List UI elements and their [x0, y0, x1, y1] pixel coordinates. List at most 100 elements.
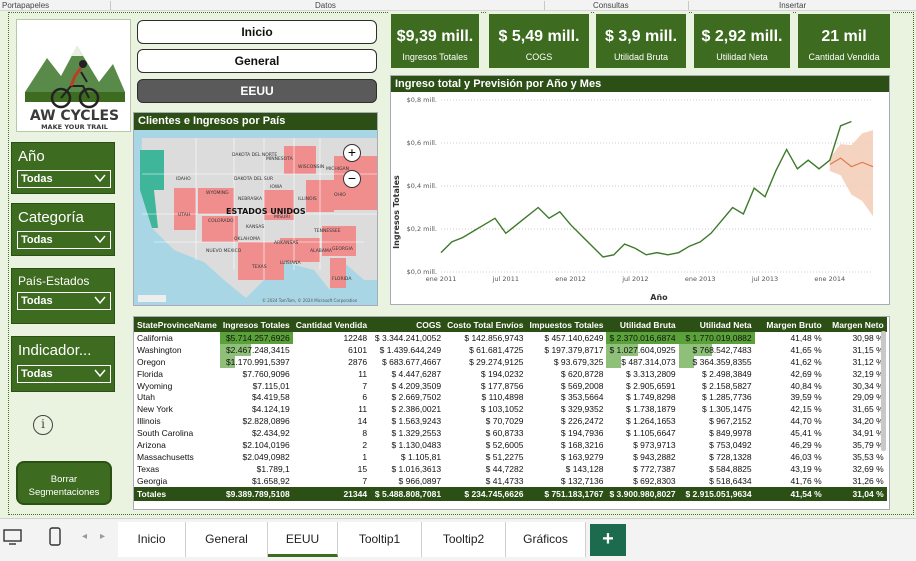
table-scrollbar[interactable] — [881, 331, 886, 451]
add-page-button[interactable]: + — [590, 524, 626, 556]
y-tick-label: $0,6 mill. — [407, 139, 437, 147]
info-icon[interactable]: i — [33, 415, 53, 435]
kpi-value: $9,39 mill. — [396, 28, 474, 45]
ribbon-group-consultas[interactable]: Consultas — [593, 1, 629, 10]
state-label: IOWA — [270, 184, 283, 190]
slicer-indicador-dropdown[interactable]: Todas — [17, 365, 111, 383]
y-tick-label: $0,2 mill. — [407, 225, 437, 233]
series-prevision[interactable] — [829, 157, 874, 168]
slicer-title: País-Estados — [18, 274, 90, 288]
ribbon-group-datos[interactable]: Datos — [315, 1, 336, 10]
table-row[interactable]: New York $4.124,19 11 $ 2.386,0021 $ 103,105… — [134, 403, 887, 415]
forecast-confidence-band — [829, 130, 873, 217]
kpi-label: Cantidad Vendida — [808, 52, 880, 62]
table-row[interactable]: Georgia $1.658,92 7 $ 966,0897 $ 41,4733 $ 13… — [134, 475, 887, 487]
state-label: LUISIANA — [280, 260, 302, 266]
state-label: IDAHO — [176, 176, 191, 182]
table-row[interactable]: Arizona $2.104,0196 2 $ 1.130,0483 $ 52,6005… — [134, 439, 887, 451]
total-cell: Totales — [134, 486, 220, 501]
tab-scroll-right-icon[interactable]: ▸ — [100, 531, 106, 542]
slicer-title: Año — [18, 148, 45, 165]
table-cell: $ 1.770.019,0882 — [678, 332, 755, 344]
cell-value: $2.467.248,3415 — [225, 344, 290, 355]
kpi-label: COGS — [525, 52, 553, 62]
kpi-utilidad-bruta: $ 3,9 mill. Utilidad Bruta — [594, 12, 688, 70]
tab-general[interactable]: General — [186, 522, 268, 557]
column-header[interactable]: StateProvinceName — [134, 317, 220, 332]
state-label: TEXAS — [251, 264, 267, 270]
nav-inicio-button[interactable]: Inicio — [137, 20, 377, 44]
zoom-in-icon[interactable]: + — [343, 144, 361, 162]
table-cell: 35,53 % — [852, 451, 884, 462]
table-cell: $ 1.738,1879 — [626, 404, 676, 415]
table-cell: $ 518,6434 — [709, 475, 752, 486]
table-row[interactable]: Oregon $1.170.991,5397 2876 $ 683.677,4667 $… — [134, 355, 887, 368]
ribbon-group-insertar[interactable]: Insertar — [779, 1, 807, 10]
table-cell: $ 692,8303 — [633, 475, 676, 486]
table-row[interactable]: Massachusetts $2.049,0982 1 $ 1.105,81 $ 51,… — [134, 451, 887, 463]
state-label: ARKANSAS — [274, 240, 299, 246]
table-cell: 11 — [358, 404, 368, 415]
state-label: TENNESSEE — [313, 228, 341, 234]
table-row[interactable]: Illinois $2.828,0896 14 $ 1.563,9243 $ 70,70… — [134, 415, 887, 427]
tab-tooltip2[interactable]: Tooltip2 — [422, 522, 506, 557]
tab-eeuu[interactable]: EEUU — [268, 522, 338, 557]
table-cell: $1.789,1 — [256, 463, 290, 474]
table-cell: $ 177,8756 — [480, 380, 524, 391]
table-row[interactable]: Utah $4.419,58 6 $ 2.669,7502 $ 110,4898 $ 35… — [134, 391, 887, 403]
us-map[interactable]: DAKOTA DEL NORTE DAKOTA DEL SUR NEBRASKA… — [134, 130, 377, 305]
state-label: COLORADO — [208, 218, 234, 224]
table-row[interactable]: Washington $2.467.248,3415 6101 $ 1.439.644… — [134, 343, 887, 356]
slicer-pais-dropdown[interactable]: Todas — [17, 292, 111, 310]
data-bar — [678, 355, 695, 368]
cell-value: $5.714.257,6926 — [225, 332, 290, 343]
tab-scroll-left-icon[interactable]: ◂ — [82, 531, 88, 542]
tab-graficos[interactable]: Gráficos — [506, 522, 586, 557]
column-header[interactable]: Margen Bruto — [754, 317, 825, 332]
zoom-out-icon[interactable]: − — [343, 170, 361, 188]
slicer-categoria-dropdown[interactable]: Todas — [17, 231, 111, 249]
table-row[interactable]: Wyoming $7.115,01 7 $ 4.209,3509 $ 177,8756 $… — [134, 380, 887, 392]
column-header[interactable]: Costo Total Envíos — [444, 317, 527, 332]
column-header[interactable]: Impuestos Totales — [526, 317, 607, 332]
map-visual[interactable]: Clientes e Ingresos por País — [133, 112, 378, 306]
table-row[interactable]: Texas $1.789,1 15 $ 1.016,3613 $ 44,7282 $ 14… — [134, 463, 887, 475]
state-label: NUEVO MEXICO — [206, 248, 242, 254]
nav-general-button[interactable]: General — [137, 49, 377, 73]
table-cell: 39,59 % — [790, 392, 822, 403]
desktop-view-icon[interactable] — [2, 528, 24, 546]
ribbon-group-portapapeles[interactable]: Portapapeles — [2, 1, 50, 10]
column-header[interactable]: Utilidad Neta — [678, 317, 755, 332]
line-chart-svg[interactable]: $0,8 mill. $0,6 mill. $0,4 mill. $0,2 mill.… — [391, 92, 889, 304]
table-cell: $ 1.439.644,249 — [379, 344, 442, 355]
total-cell: 31,04 % — [824, 486, 887, 501]
kpi-label: Utilidad Bruta — [613, 52, 669, 62]
column-header[interactable]: Ingresos Totales — [219, 317, 293, 332]
nav-eeuu-button[interactable]: EEUU — [137, 79, 377, 103]
table-cell: $2.049,0982 — [242, 451, 290, 462]
column-header[interactable]: COGS — [370, 317, 445, 332]
state-label: UTAH — [178, 212, 190, 218]
column-header[interactable]: Cantidad Vendida — [292, 317, 371, 332]
series-ingreso-total[interactable] — [440, 120, 852, 258]
slicer-anio-dropdown[interactable]: Todas — [17, 170, 111, 188]
table-cell: 41,65 % — [790, 344, 822, 355]
table-cell: $ 132,7136 — [560, 475, 604, 486]
table-cell: $ 194,0232 — [480, 368, 524, 379]
mobile-view-icon[interactable] — [48, 527, 62, 547]
table-row[interactable]: South Carolina $2.434,92 8 $ 1.329,2553 $ 60… — [134, 427, 887, 439]
tab-tooltip1[interactable]: Tooltip1 — [338, 522, 422, 557]
chevron-down-icon — [94, 369, 106, 378]
column-header[interactable]: Margen Neto — [824, 317, 887, 332]
column-header[interactable]: Utilidad Bruta — [606, 317, 679, 332]
table-row[interactable]: California $5.714.257,6926 12248 $ 3.344.24… — [134, 332, 887, 344]
tab-inicio[interactable]: Inicio — [118, 522, 186, 557]
table-cell: $ 487.314,073 — [606, 355, 678, 368]
clear-slicers-button[interactable]: Borrar Segmentaciones — [16, 461, 112, 505]
states-table[interactable]: StateProvinceName Ingresos Totales Cantida… — [133, 316, 890, 510]
table-cell: $ 329,9352 — [560, 404, 604, 415]
table-row[interactable]: Florida $7.760,9096 11 $ 4.447,6287 $ 194,02… — [134, 368, 887, 380]
revenue-forecast-chart[interactable]: Ingreso total y Previsión por Año y Mes … — [390, 75, 890, 305]
table-cell: $ 103,1052 — [480, 404, 524, 415]
cell-value: $ 1.027.604,0925 — [609, 344, 676, 355]
